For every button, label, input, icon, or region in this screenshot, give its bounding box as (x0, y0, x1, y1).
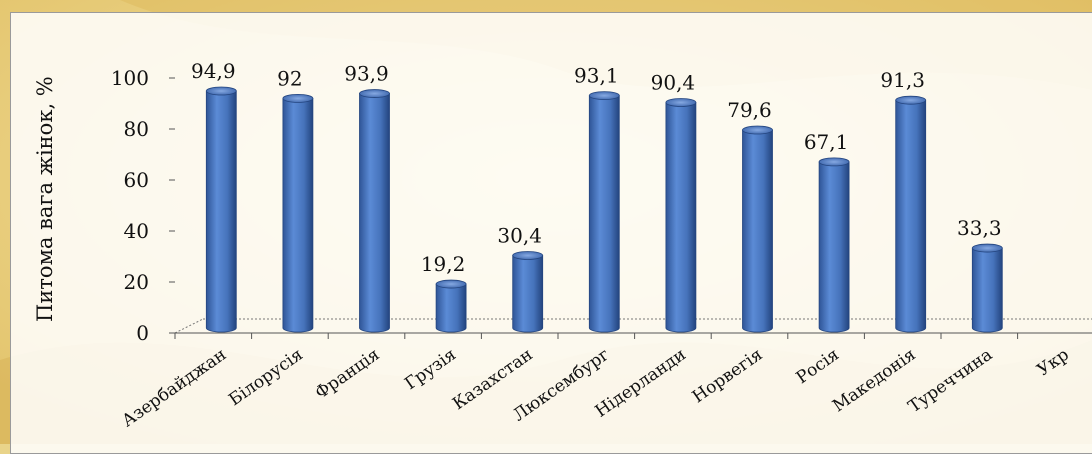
bar-cap (742, 125, 773, 135)
category-label: Грузія (401, 345, 460, 394)
y-tick-label: 80 (124, 117, 149, 141)
category-label: Франція (312, 345, 384, 404)
bar-cap (971, 243, 1003, 253)
y-axis-title: Питома вага жінок, % (33, 76, 57, 322)
bar-cap (512, 251, 544, 260)
bar (895, 99, 927, 333)
category-label: Норвегія (689, 345, 767, 408)
y-tick-label: 40 (124, 219, 149, 243)
bar-chart: Питома вага жінок, % 0 20 40 60 80 100 94,9 Азе… (33, 59, 1092, 431)
data-label: 79,6 (727, 98, 772, 122)
data-label: 67,1 (804, 130, 849, 154)
bar-cap (588, 91, 620, 100)
data-label: 93,1 (574, 64, 619, 88)
y-tick-label: 20 (124, 270, 149, 294)
category-label: Туреччина (905, 345, 996, 417)
category-label: Росія (793, 345, 843, 389)
plot-area: 0 20 40 60 80 100 94,9 Азербайджан 92 Білорусія 93… (111, 59, 1092, 431)
bar (818, 161, 850, 333)
bar (512, 255, 544, 333)
y-axis-title-group: Питома вага жінок, % (33, 76, 57, 322)
bar-cap (282, 94, 314, 103)
category-label: Білорусія (225, 345, 307, 410)
bar-cap (205, 86, 237, 96)
data-label: 90,4 (651, 70, 696, 94)
bar (971, 247, 1003, 333)
bar (588, 95, 620, 333)
bar-cap (359, 89, 390, 98)
bar (205, 90, 237, 333)
bar-cap (435, 279, 467, 289)
data-label: 93,9 (344, 62, 389, 86)
data-label: 33,3 (957, 216, 1002, 240)
bar-cap (665, 98, 697, 107)
category-label: Укр (1034, 345, 1073, 381)
bar (665, 102, 697, 333)
bar (435, 283, 467, 333)
data-label: 30,4 (497, 223, 542, 247)
bar (742, 129, 773, 333)
bar (282, 98, 314, 333)
category-label: Азербайджан (118, 345, 230, 432)
bar-cap (818, 157, 850, 167)
y-tick-label: 100 (111, 66, 149, 90)
category-label: Македонія (829, 345, 919, 417)
y-tick-label: 0 (136, 321, 149, 345)
data-label: 91,3 (880, 68, 925, 92)
data-label: 92 (277, 66, 302, 90)
data-label: 94,9 (191, 59, 236, 83)
y-tick-label: 60 (124, 168, 149, 192)
bar-cap (895, 95, 927, 105)
data-label: 19,2 (421, 252, 466, 276)
bar (359, 93, 390, 333)
floor-left-edge (174, 318, 204, 334)
